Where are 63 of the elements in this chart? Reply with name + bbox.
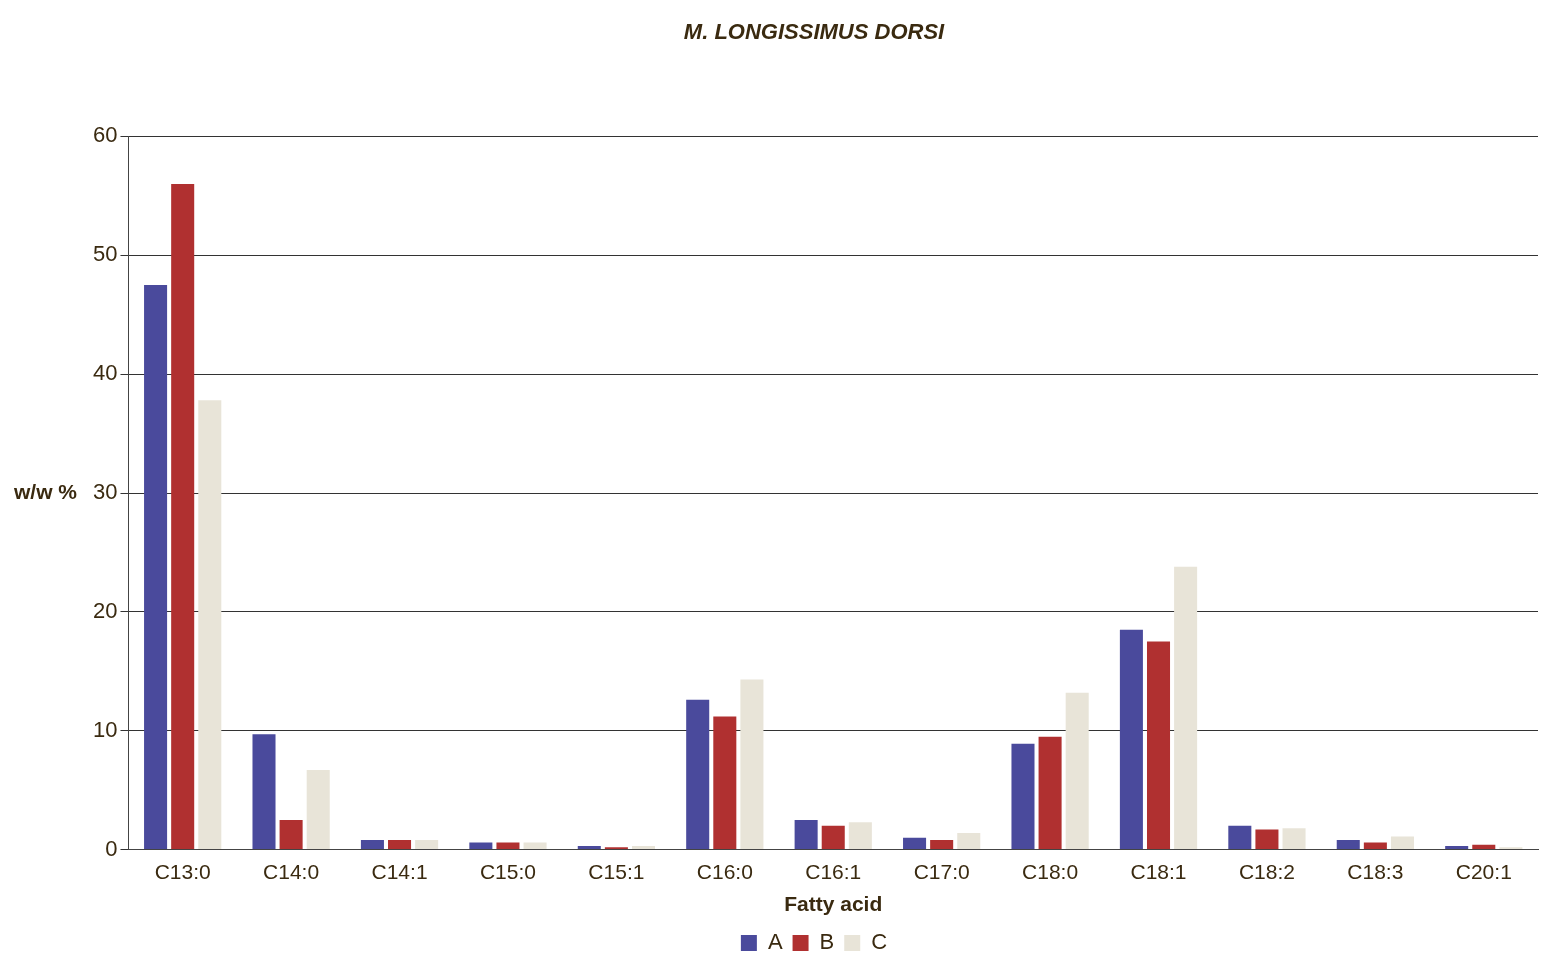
bar xyxy=(686,699,710,850)
chart-title: M. LONGISSIMUS DORSI xyxy=(683,19,946,45)
bar xyxy=(496,842,520,850)
bar xyxy=(1011,743,1035,850)
x-tick-label: C18:3 xyxy=(1347,860,1404,883)
y-tick-label: 30 xyxy=(92,479,118,505)
x-tick-label: C15:1 xyxy=(588,860,645,883)
bar xyxy=(252,734,276,850)
bar xyxy=(1336,840,1360,850)
bar xyxy=(198,400,222,850)
bar xyxy=(957,832,981,850)
x-tick-label: C17:0 xyxy=(913,860,970,883)
x-tick-label: C16:0 xyxy=(696,860,753,883)
y-tick-label: 10 xyxy=(92,716,118,742)
bar xyxy=(821,825,845,850)
y-axis-title: w/w % xyxy=(13,479,78,503)
bar xyxy=(415,840,439,850)
bar xyxy=(1363,842,1387,850)
legend-label: B xyxy=(819,929,835,955)
bar xyxy=(1445,846,1469,850)
bar xyxy=(577,846,601,850)
bar xyxy=(279,819,303,850)
bar xyxy=(631,846,656,850)
y-tick-label: 40 xyxy=(92,360,118,386)
bar xyxy=(388,840,412,850)
x-tick-label: C15:0 xyxy=(479,860,536,883)
bar xyxy=(1038,736,1062,850)
bar xyxy=(306,769,330,850)
x-tick-label: C18:1 xyxy=(1130,860,1187,883)
bar xyxy=(1146,641,1171,850)
bar xyxy=(794,819,818,850)
y-tick-label: 0 xyxy=(105,835,118,861)
legend-label: A xyxy=(767,929,783,955)
x-tick-label: C14:1 xyxy=(371,860,428,883)
x-tick-label: C14:0 xyxy=(263,860,320,883)
legend-label: C xyxy=(871,929,888,955)
bar xyxy=(1228,825,1252,850)
y-tick-label: 50 xyxy=(92,241,118,267)
bar xyxy=(740,679,764,850)
x-tick-label: C16:1 xyxy=(805,860,862,883)
y-tick-label: 20 xyxy=(92,597,118,623)
bar xyxy=(930,840,954,850)
x-tick-label: C20:1 xyxy=(1455,860,1512,883)
bar xyxy=(1255,829,1279,850)
bar xyxy=(1119,629,1143,850)
bar xyxy=(1472,844,1496,850)
bar xyxy=(469,842,493,850)
x-tick-label: C18:0 xyxy=(1022,860,1079,883)
y-tick-label: 60 xyxy=(92,122,118,148)
bar xyxy=(1390,836,1414,850)
x-axis-title: Fatty acid xyxy=(784,892,883,916)
bar xyxy=(1282,828,1306,850)
bar xyxy=(144,284,168,850)
bar xyxy=(360,840,384,850)
bar xyxy=(713,716,737,850)
bar xyxy=(1065,692,1089,850)
bar xyxy=(171,183,195,850)
x-tick-label: C13:0 xyxy=(154,860,211,883)
x-tick-label: C18:2 xyxy=(1238,860,1295,883)
bar xyxy=(848,822,872,850)
bar xyxy=(903,837,927,850)
bar xyxy=(523,842,547,850)
bar xyxy=(1174,566,1198,850)
